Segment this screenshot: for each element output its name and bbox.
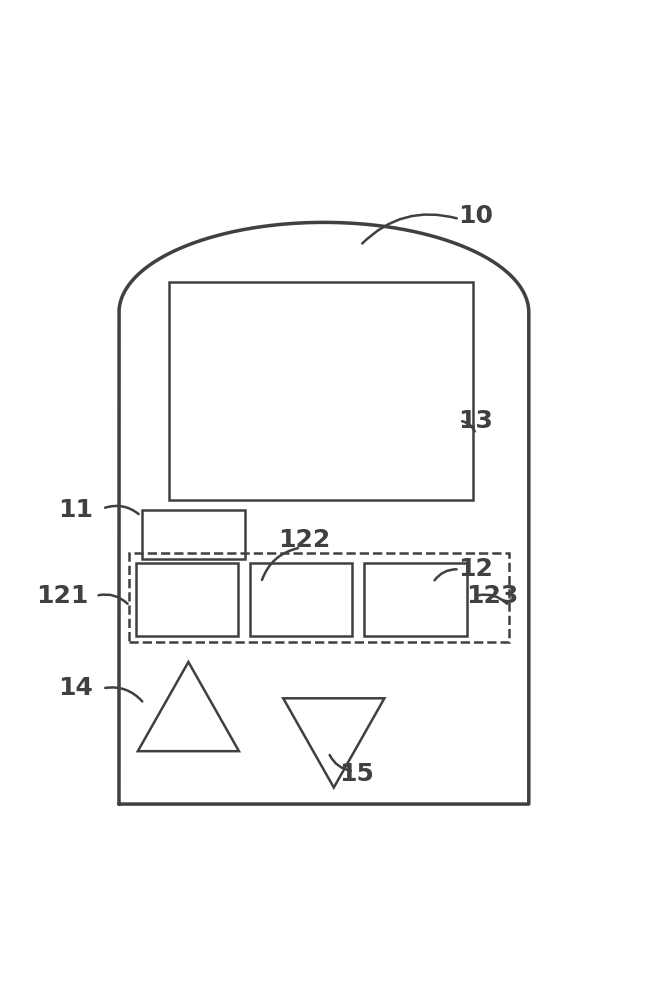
Text: 123: 123 [466, 584, 519, 608]
Text: 15: 15 [340, 762, 374, 786]
Bar [136, 563, 238, 636]
Bar [169, 282, 473, 500]
Bar [250, 563, 352, 636]
Text: 12: 12 [459, 557, 493, 581]
Text: 121: 121 [36, 584, 89, 608]
Text: 10: 10 [459, 204, 493, 228]
Text: 14: 14 [59, 676, 93, 700]
Text: 122: 122 [278, 528, 330, 552]
Bar [142, 510, 245, 559]
Text: 13: 13 [459, 409, 493, 433]
Bar [129, 553, 509, 642]
Bar [364, 563, 467, 636]
Text: 11: 11 [59, 498, 93, 522]
